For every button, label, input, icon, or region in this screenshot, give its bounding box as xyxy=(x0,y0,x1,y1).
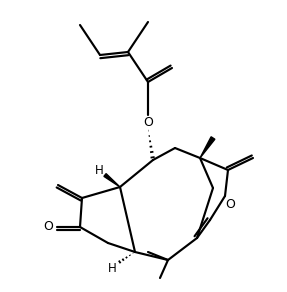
Polygon shape xyxy=(200,137,215,158)
Text: H: H xyxy=(95,164,103,176)
Text: O: O xyxy=(43,220,53,234)
Text: O: O xyxy=(143,116,153,128)
Polygon shape xyxy=(104,174,120,187)
Text: O: O xyxy=(225,197,235,211)
Text: H: H xyxy=(108,263,116,275)
